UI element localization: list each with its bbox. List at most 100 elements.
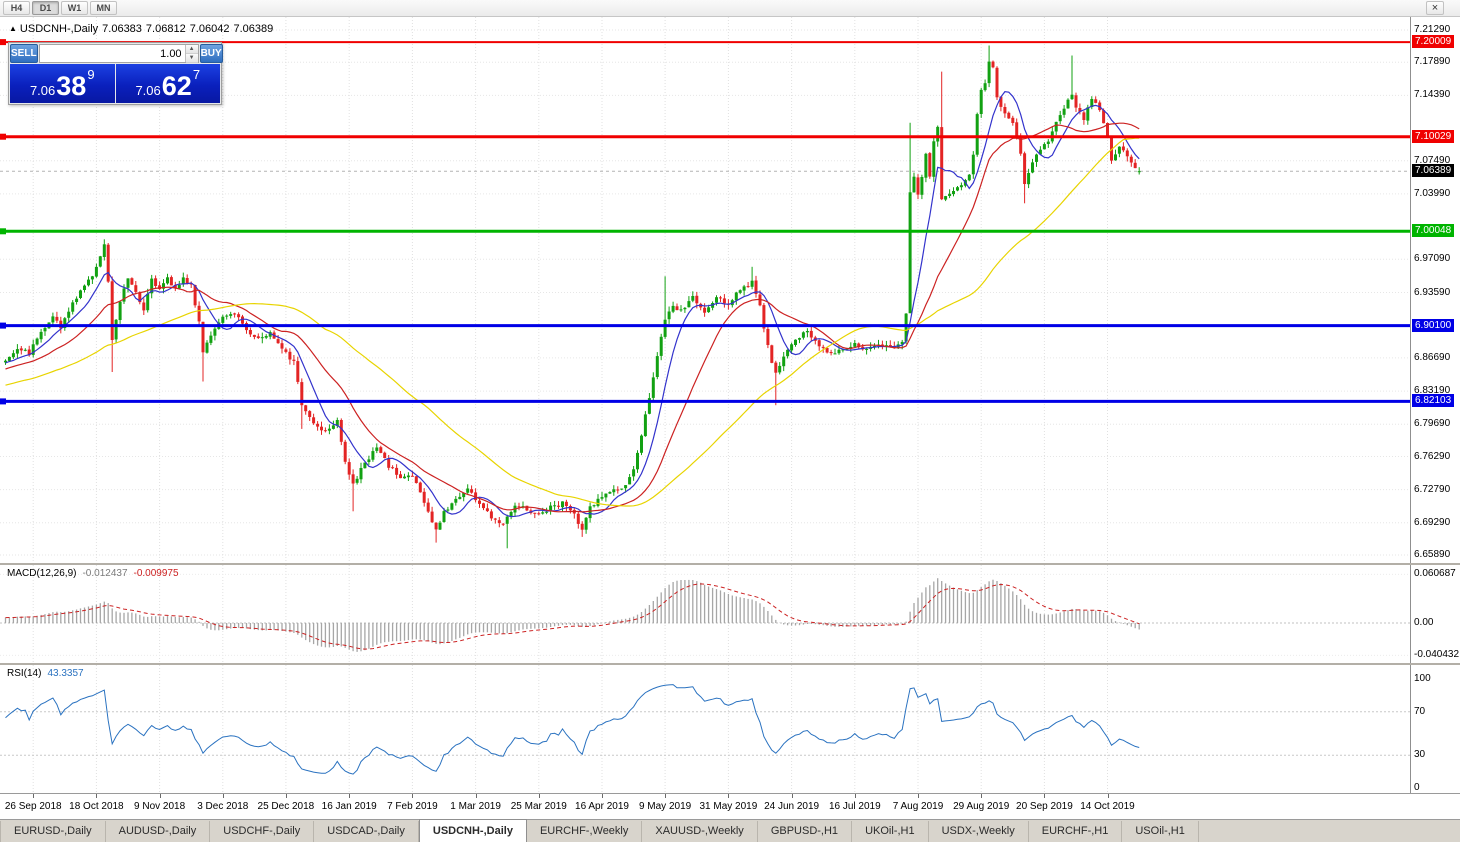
date-tick (349, 794, 351, 798)
symbol-direction-icon: ▲ (9, 24, 17, 33)
rsi-value: 43.3357 (47, 668, 84, 679)
macd-axis[interactable]: 0.060687 0.00 -0.040432 (1410, 565, 1460, 663)
ohlc-high: 7.06812 (145, 23, 186, 35)
ohlc-low: 7.06042 (189, 23, 230, 35)
macd-axis-label: 0.060687 (1414, 568, 1456, 580)
buy-price-big: 62 (161, 71, 192, 101)
date-tick (918, 794, 919, 798)
date-axis-label: 20 Sep 2019 (1016, 801, 1073, 812)
date-tick (96, 794, 98, 798)
date-axis-label: 14 Oct 2019 (1080, 801, 1135, 812)
price-axis-label: 6.76290 (1414, 450, 1451, 462)
buy-price-display[interactable]: 7.06 62 7 (115, 64, 220, 103)
volume-field: ▲ ▼ (38, 44, 199, 63)
price-level-label: 7.00048 (1412, 224, 1455, 238)
date-axis-label: 31 May 2019 (699, 801, 758, 812)
date-axis-label: 29 Aug 2019 (953, 801, 1010, 812)
timeframe-d1-button[interactable]: D1 (32, 1, 59, 15)
date-axis[interactable]: 26 Sep 2018 18 Oct 2018 9 Nov 2018 3 Dec 20… (0, 793, 1460, 819)
date-axis-label: 16 Apr 2019 (575, 801, 629, 812)
chart-tab-ukoil-h1[interactable]: UKOil-,H1 (852, 821, 929, 842)
timeframe-mn-button[interactable]: MN (90, 1, 117, 15)
rsi-axis[interactable]: 100 70 30 0 (1410, 665, 1460, 793)
macd-axis-label: -0.040432 (1414, 649, 1460, 661)
date-tick (412, 794, 414, 798)
sell-price-display[interactable]: 7.06 38 9 (10, 64, 115, 103)
date-tick (728, 794, 730, 798)
price-axis[interactable]: 7.21290 7.17890 7.14390 7.07490 7.03990 6.970… (1410, 17, 1460, 563)
price-axis-label: 6.65890 (1414, 549, 1451, 560)
chart-tab-gbpusd-h1[interactable]: GBPUSD-,H1 (757, 821, 853, 842)
price-axis-label: 6.97090 (1414, 253, 1451, 265)
date-tick (159, 794, 161, 798)
panel-splitter[interactable] (0, 663, 1460, 665)
date-axis-label: 3 Dec 2018 (197, 801, 249, 812)
date-tick (854, 794, 856, 798)
date-tick (665, 794, 667, 798)
price-axis-label: 7.03990 (1414, 187, 1451, 199)
date-axis-label: 16 Jan 2019 (321, 801, 377, 812)
date-tick (981, 794, 983, 798)
date-tick (222, 794, 224, 798)
date-tick (285, 794, 287, 798)
chart-tab-usdcnh-daily[interactable]: USDCNH-,Daily (418, 819, 527, 842)
rsi-indicator-label: RSI(14) 43.3357 (7, 668, 84, 679)
date-tick (791, 794, 793, 798)
timeframe-toolbar: H4 D1 W1 MN × (0, 0, 1460, 17)
ohlc-close: 7.06389 (233, 23, 274, 35)
chart-tab-xauusd-weekly[interactable]: XAUUSD-,Weekly (642, 821, 758, 842)
timeframe-w1-button[interactable]: W1 (61, 1, 88, 15)
chart-ohlc-header: ▲ USDCNH-,Daily 7.06383 7.06812 7.06042 7.063… (9, 23, 277, 35)
sell-price-sup: 9 (87, 67, 95, 82)
price-axis-label: 7.17890 (1414, 56, 1451, 68)
price-level-label: 7.20009 (1412, 35, 1455, 49)
chart-tab-usoil-h1[interactable]: USOil-,H1 (1122, 821, 1199, 842)
rsi-axis-label: 70 (1414, 705, 1426, 717)
date-axis-label: 9 May 2019 (638, 801, 692, 812)
chart-tab-usdx-weekly[interactable]: USDX-,Weekly (928, 821, 1029, 842)
volume-input[interactable] (39, 45, 185, 62)
rsi-axis-label: 30 (1414, 749, 1426, 761)
chart-tab-usdcad-daily[interactable]: USDCAD-,Daily (314, 821, 419, 842)
rsi-name: RSI(14) (7, 668, 42, 679)
price-level-label: 7.10029 (1412, 129, 1455, 143)
chart-tab-usdchf-daily[interactable]: USDCHF-,Daily (210, 821, 315, 842)
rsi-axis-label: 0 (1414, 782, 1420, 793)
price-axis-label: 6.93590 (1414, 286, 1451, 298)
chart-tab-eurchf-h1[interactable]: EURCHF-,H1 (1028, 821, 1123, 842)
ohlc-open: 7.06383 (102, 23, 142, 35)
close-chart-button[interactable]: × (1426, 1, 1444, 15)
timeframe-h4-button[interactable]: H4 (3, 1, 30, 15)
chart-tab-bar: EURUSD-,Daily AUDUSD-,Daily USDCHF-,Daily U… (0, 819, 1460, 842)
chart-symbol-label: USDCNH-,Daily (19, 23, 99, 35)
chart-tab-audusd-daily[interactable]: AUDUSD-,Daily (105, 821, 211, 842)
volume-increase-button[interactable]: ▲ (185, 45, 198, 54)
sell-button[interactable]: SELL (10, 44, 38, 63)
macd-main-value: -0.012437 (82, 568, 128, 579)
date-axis-label: 1 Mar 2019 (450, 801, 501, 812)
volume-decrease-button[interactable]: ▼ (185, 54, 198, 63)
date-axis-label: 7 Aug 2019 (892, 801, 944, 812)
price-chart[interactable] (0, 17, 1410, 563)
current-price-label: 7.06389 (1412, 164, 1455, 178)
macd-panel-canvas[interactable] (0, 565, 1410, 663)
price-axis-label: 6.72790 (1414, 483, 1451, 495)
macd-axis-label: 0.00 (1414, 617, 1434, 628)
buy-price-base: 7.06 (135, 83, 161, 98)
price-axis-label: 7.07490 (1414, 154, 1451, 166)
date-tick (1107, 794, 1109, 798)
price-axis-label: 6.69290 (1414, 516, 1451, 528)
date-axis-label: 16 Jul 2019 (828, 801, 881, 812)
date-tick (1044, 794, 1046, 798)
price-axis-label: 7.14390 (1414, 89, 1451, 101)
chart-tab-eurchf-weekly[interactable]: EURCHF-,Weekly (526, 821, 643, 842)
date-tick (475, 794, 477, 798)
panel-splitter[interactable] (0, 563, 1460, 565)
buy-button[interactable]: BUY (199, 44, 223, 63)
rsi-panel-canvas[interactable] (0, 665, 1410, 793)
date-axis-label: 24 Jun 2019 (764, 801, 820, 812)
date-tick (602, 794, 603, 798)
chart-tab-eurusd-daily[interactable]: EURUSD-,Daily (0, 821, 106, 842)
